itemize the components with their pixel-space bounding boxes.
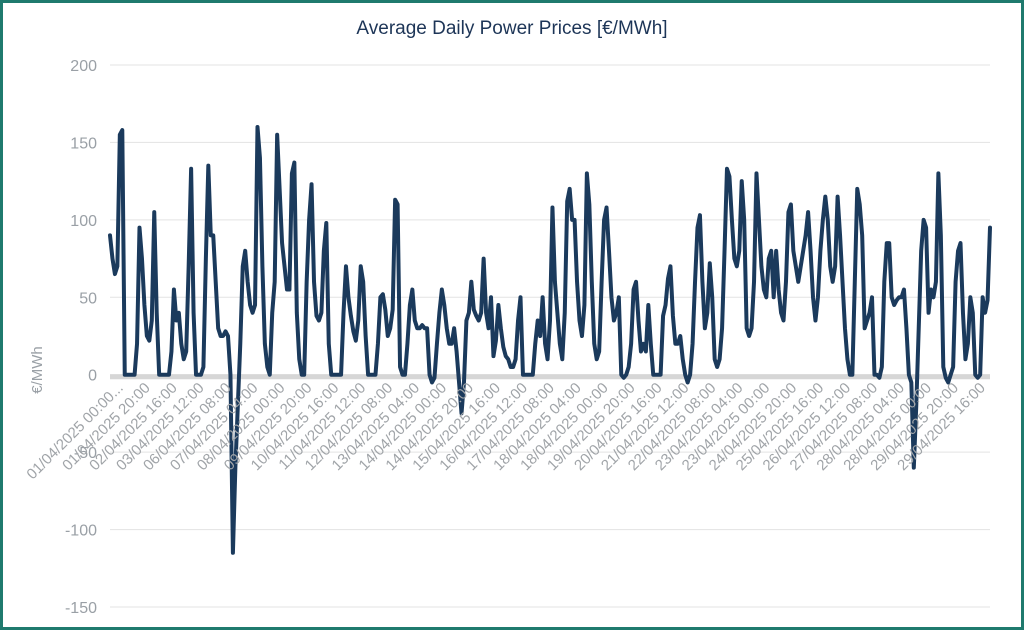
chart-title: Average Daily Power Prices [€/MWh] bbox=[356, 18, 668, 39]
y-tick-label: -50 bbox=[74, 445, 97, 462]
y-tick-label: 200 bbox=[70, 58, 97, 75]
x-axis-ticks: 01/04/2025 00:00...01/04/2025 20:0002/04… bbox=[23, 380, 988, 483]
y-tick-label: 0 bbox=[88, 368, 97, 385]
y-tick-label: 100 bbox=[70, 213, 97, 230]
y-tick-label: -100 bbox=[65, 523, 97, 540]
y-axis-label: €/MWh bbox=[29, 346, 46, 394]
y-tick-label: 150 bbox=[70, 135, 97, 152]
y-tick-label: 50 bbox=[79, 290, 97, 307]
y-tick-label: -150 bbox=[65, 600, 97, 617]
series-line bbox=[108, 124, 992, 555]
y-axis-ticks: -150 -100 -50 0 50 100 150 200 bbox=[65, 58, 97, 617]
